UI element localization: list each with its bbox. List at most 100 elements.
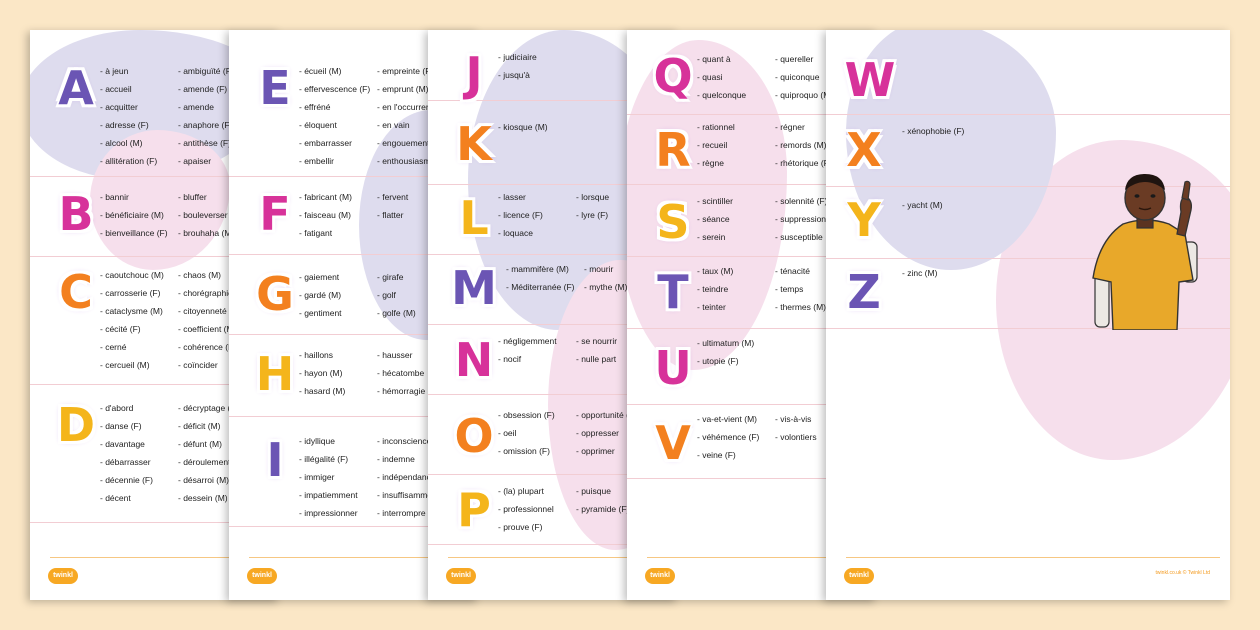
word-item: utopie (F) bbox=[697, 352, 754, 370]
section-letter: P bbox=[457, 483, 491, 537]
word-item: d'abord bbox=[100, 399, 153, 417]
section-row bbox=[30, 30, 280, 177]
word-item: ambiguïté (F) bbox=[178, 62, 234, 80]
student-illustration bbox=[1092, 174, 1198, 330]
word-list: hausserhécatombehémorragie (F) bbox=[377, 346, 438, 400]
word-item: éloquent bbox=[299, 116, 370, 134]
word-list: yacht (M) bbox=[902, 196, 942, 214]
word-list: obsession (F)oeilomission (F) bbox=[498, 406, 555, 460]
word-item: kiosque (M) bbox=[498, 118, 547, 136]
word-item: danse (F) bbox=[100, 417, 153, 435]
word-item: serein bbox=[697, 228, 733, 246]
word-item: cohérence (F) bbox=[178, 338, 246, 356]
word-item: engouement (M) bbox=[377, 134, 450, 152]
word-item: nocif bbox=[498, 350, 557, 368]
section-row bbox=[229, 334, 479, 417]
word-list: gaiementgardé (M)gentiment bbox=[299, 268, 342, 322]
worksheet-page-5: W X xénophobie (F) Y yacht (M) Z zinc (M… bbox=[826, 30, 1230, 600]
twinkl-logo: twinkl bbox=[446, 568, 476, 584]
word-item: ténacité bbox=[775, 262, 826, 280]
word-list: fabricant (M)faisceau (M)fatigant bbox=[299, 188, 352, 242]
word-item: apaiser bbox=[178, 152, 234, 170]
word-item: enthousiasme (M) bbox=[377, 152, 450, 170]
section-row bbox=[627, 184, 877, 257]
section-letter: T bbox=[657, 265, 689, 319]
word-item: débarrasser bbox=[100, 453, 153, 471]
word-item: illégalité (F) bbox=[299, 450, 358, 468]
word-item: hémorragie (F) bbox=[377, 382, 438, 400]
section-row bbox=[30, 176, 280, 257]
word-list: lasserlicence (F)loquace bbox=[498, 188, 543, 242]
word-item: temps bbox=[775, 280, 826, 298]
word-item: décennie (F) bbox=[100, 471, 153, 489]
word-item: oeil bbox=[498, 424, 555, 442]
word-item: anaphore (F) bbox=[178, 116, 234, 134]
section-row bbox=[826, 30, 1230, 115]
word-list: zinc (M) bbox=[902, 264, 937, 282]
word-item: emprunt (M) bbox=[377, 80, 450, 98]
word-list: blufferbouleverserbrouhaha (M) bbox=[178, 188, 234, 242]
section-letter: Q bbox=[653, 49, 693, 103]
word-item: décryptage (M) bbox=[178, 399, 246, 417]
word-item: (la) plupart bbox=[498, 482, 554, 500]
word-item: désarroi (M) bbox=[178, 471, 246, 489]
section-letter: W bbox=[844, 53, 896, 107]
section-row bbox=[30, 256, 280, 385]
section-letter: I bbox=[266, 433, 284, 487]
twinkl-logo: twinkl bbox=[247, 568, 277, 584]
word-item: négligemment bbox=[498, 332, 556, 350]
word-list: décryptage (M)déficit (M)défunt (M)dérou… bbox=[178, 399, 246, 507]
word-item: antithèse (F) bbox=[178, 134, 234, 152]
word-item: séance bbox=[697, 210, 733, 228]
section-letter: N bbox=[454, 333, 494, 387]
word-item: omission (F) bbox=[498, 442, 555, 460]
section-letter: R bbox=[655, 123, 691, 177]
word-list: kiosque (M) bbox=[498, 118, 547, 136]
word-item: haillons bbox=[299, 346, 345, 364]
word-list: d'aborddanse (F)davantagedébarrasserdéce… bbox=[100, 399, 153, 507]
word-item: pyramide (F) bbox=[576, 500, 629, 518]
section-row bbox=[428, 30, 678, 101]
section-row bbox=[826, 114, 1230, 187]
section-row bbox=[30, 384, 280, 523]
word-item: quelconque bbox=[697, 86, 746, 104]
word-item: chaos (M) bbox=[178, 266, 246, 284]
word-item: déficit (M) bbox=[178, 417, 246, 435]
word-item: insuffisamment bbox=[377, 486, 449, 504]
section-row bbox=[627, 328, 877, 405]
word-item: gaiement bbox=[299, 268, 342, 286]
word-item: se nourrir bbox=[576, 332, 617, 350]
word-item: mythe (M) bbox=[584, 278, 627, 296]
word-list: querellerquiconquequiproquo (M) bbox=[775, 50, 833, 104]
word-list: xénophobie (F) bbox=[902, 122, 964, 140]
word-item: accueil bbox=[100, 80, 157, 98]
word-item: gentiment bbox=[299, 304, 341, 322]
section-letter: F bbox=[259, 187, 291, 241]
word-list: inconscience (F)indemneindépendance (F)i… bbox=[377, 432, 449, 522]
word-list: va-et-vient (M)véhémence (F)veine (F) bbox=[697, 410, 759, 464]
word-list: idylliqueillégalité (F)immigerimpatiemme… bbox=[299, 432, 358, 522]
word-list: ultimatum (M)utopie (F) bbox=[697, 334, 754, 370]
word-item: teindre bbox=[697, 280, 733, 298]
word-list: opportunité (F)oppresseropprimer bbox=[576, 406, 637, 460]
word-item: hasard (M) bbox=[299, 382, 345, 400]
word-list: judiciairejusqu'à bbox=[498, 48, 537, 84]
section-row bbox=[826, 258, 1230, 329]
word-item: déroulement (M) bbox=[178, 453, 245, 471]
word-list: vis-à-visvolontiers bbox=[775, 410, 816, 446]
word-item: allitération (F) bbox=[100, 152, 157, 170]
footer-divider bbox=[448, 557, 668, 558]
word-list: girafegolfgolfe (M) bbox=[377, 268, 416, 322]
word-list: taux (M)teindreteinter bbox=[697, 262, 733, 316]
section-letter: O bbox=[454, 409, 494, 463]
word-item: immiger bbox=[299, 468, 358, 486]
word-item: acquitter bbox=[100, 98, 157, 116]
word-item: indemne bbox=[377, 450, 449, 468]
word-item: oppresser bbox=[576, 424, 637, 442]
word-item: teinter bbox=[697, 298, 733, 316]
word-item: dessein (M) bbox=[178, 489, 246, 507]
section-letter: L bbox=[459, 191, 489, 245]
word-item: thermes (M) bbox=[775, 298, 826, 316]
section-row bbox=[627, 114, 877, 185]
word-item: amende (F) bbox=[178, 80, 234, 98]
